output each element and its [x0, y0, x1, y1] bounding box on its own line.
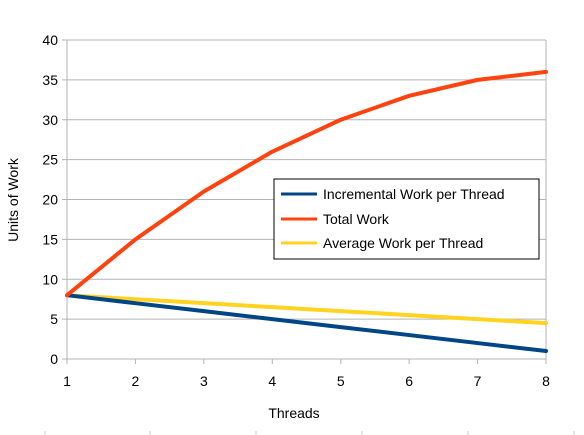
x-tick-label-2: 2 [132, 373, 140, 389]
y-tick-label-30: 30 [42, 112, 58, 128]
series-line-incremental-work-per-thread [65, 293, 548, 354]
y-axis-title: Units of Work [5, 157, 21, 242]
axes [44, 39, 575, 435]
legend-label-total: Total Work [323, 211, 390, 227]
y-tick-label-20: 20 [42, 192, 58, 208]
y-tick-label-15: 15 [42, 231, 58, 247]
tick-labels: 0 5 10 15 20 25 30 35 40 1 2 3 4 5 6 7 8 [42, 32, 550, 389]
x-tick-label-7: 7 [474, 373, 482, 389]
y-tick-label-0: 0 [50, 351, 58, 367]
x-tick-label-5: 5 [337, 373, 345, 389]
y-tick-label-25: 25 [42, 152, 58, 168]
x-tick-label-8: 8 [542, 373, 550, 389]
series-line-average-work-per-thread [65, 293, 548, 326]
legend: Incremental Work per Thread Total Work A… [273, 178, 540, 260]
x-axis-title: Threads [268, 405, 319, 421]
x-tick-label-1: 1 [63, 373, 71, 389]
series-line-total-work [65, 69, 548, 298]
y-tick-label-5: 5 [50, 311, 58, 327]
y-tick-label-40: 40 [42, 32, 58, 48]
series-lines [65, 69, 548, 354]
y-tick-label-10: 10 [42, 271, 58, 287]
x-tick-label-3: 3 [200, 373, 208, 389]
legend-label-average: Average Work per Thread [323, 235, 483, 251]
legend-box [273, 178, 540, 260]
x-tick-label-6: 6 [405, 373, 413, 389]
y-tick-label-35: 35 [42, 72, 58, 88]
x-tick-label-4: 4 [268, 373, 276, 389]
legend-label-incremental: Incremental Work per Thread [323, 186, 505, 202]
